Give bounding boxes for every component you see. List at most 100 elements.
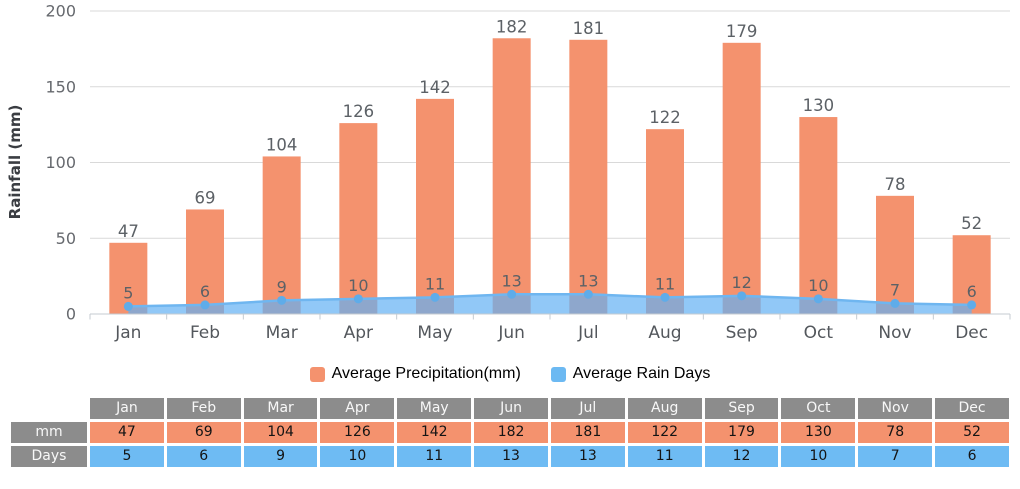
rain-days-point-Dec [967,300,977,310]
table-month-header: Feb [166,398,241,419]
rain-days-label: 6 [200,282,210,301]
bar-value-label: 179 [726,22,758,41]
rain-days-label: 13 [501,271,521,290]
rain-days-label: 10 [348,276,368,295]
bar-value-label: 130 [803,96,835,115]
table-value-cell: 69 [166,422,241,443]
bar-value-label: 47 [118,222,139,241]
rain-days-point-Aug [660,292,670,302]
month-tick-label: May [417,323,452,343]
table-value-cell: 182 [474,422,548,443]
legend-label-precipitation: Average Precipitation(mm) [331,365,521,382]
table-value-cell: 13 [474,446,548,467]
table-month-header: May [397,398,472,419]
bar-Jul [569,39,608,314]
table-month-header: Mar [243,398,318,419]
table-value-cell: 142 [397,422,472,443]
rain-days-point-Jan [123,301,133,311]
table-value-cell: 104 [243,422,318,443]
month-tick-label: Jun [497,323,525,343]
rain-days-area [123,289,977,314]
table-month-header: Oct [781,398,856,419]
y-tick-label: 150 [45,77,76,96]
bar-value-label: 142 [419,78,451,97]
table-month-header: Jun [474,398,548,419]
rain-days-swatch-icon [550,366,566,382]
chart-legend: Average Precipitation(mm) Average Rain D… [0,363,1020,385]
y-tick-label: 0 [66,305,76,324]
bar-Sep [722,42,761,314]
rain-days-point-Feb [200,300,210,310]
rain-days-label: 13 [578,271,598,290]
table-value-cell: 13 [550,446,625,467]
table-month-header: Jul [550,398,625,419]
table-month-header: Nov [858,398,933,419]
rain-days-point-Oct [813,294,823,304]
y-tick-label: 100 [45,153,76,172]
legend-item-precipitation[interactable]: Average Precipitation(mm) [309,365,521,383]
month-tick-label: Feb [190,323,220,343]
rain-days-label: 9 [277,277,287,296]
month-tick-label: Apr [344,323,373,343]
table-value-cell: 181 [550,422,625,443]
y-axis-title: Rainfall (mm) [6,105,24,220]
table-value-cell: 10 [320,446,395,467]
table-row-label: Days [11,446,87,467]
rain-days-point-Mar [277,295,287,305]
bar-value-label: 69 [195,188,216,207]
rain-days-point-Sep [737,291,747,301]
precipitation-bars [109,38,991,315]
month-tick-label: Oct [804,323,834,343]
table-value-cell: 7 [858,446,933,467]
table-value-cell: 130 [781,422,856,443]
rain-days-label: 11 [655,274,675,293]
table-row-label: mm [11,422,87,443]
bar-Nov [876,195,914,314]
rain-days-point-Jun [507,289,517,299]
rain-days-point-Apr [353,294,363,304]
rain-days-label: 7 [890,280,900,299]
rain-days-label: 6 [967,282,977,301]
bar-value-label: 181 [573,19,605,38]
table-corner-cell [11,398,87,419]
bar-value-label: 104 [266,135,298,154]
bar-Aug [646,129,684,314]
bar-value-label: 78 [885,175,906,194]
bar-May [416,98,454,315]
table-value-cell: 179 [704,422,779,443]
bar-Feb [186,209,224,314]
gridlines [90,10,1010,239]
rain-days-label: 11 [425,274,445,293]
table-month-header: Dec [935,398,1009,419]
rain-days-point-Jul [583,289,593,299]
month-tick-label: Sep [726,323,758,343]
legend-item-rain-days[interactable]: Average Rain Days [550,365,711,383]
table-value-cell: 9 [243,446,318,467]
legend-label-rain-days: Average Rain Days [572,365,711,382]
table-value-cell: 126 [320,422,395,443]
table-value-cell: 10 [781,446,856,467]
bar-value-label: 52 [961,214,982,233]
month-tick-label: Aug [648,323,681,343]
y-tick-label: 200 [45,2,76,21]
table-value-cell: 6 [935,446,1009,467]
table-month-header: Aug [627,398,702,419]
table-row-mm: mm 47 69 104 126 142 182 181 122 179 130 78 52 [11,422,1009,443]
bar-value-label: 122 [649,108,681,127]
table-value-cell: 78 [858,422,933,443]
rain-days-fill [128,294,972,314]
month-tick-label: Jul [577,323,599,343]
bar-Mar [262,156,301,314]
bar-Apr [339,123,378,314]
rain-days-label: 10 [808,276,828,295]
month-tick-label: Jan [114,323,141,343]
bar-value-label: 182 [496,17,528,36]
table-value-cell: 6 [166,446,241,467]
table-header-row: Jan Feb Mar Apr May Jun Jul Aug Sep Oct Nov Dec [11,398,1009,419]
month-tick-label: Dec [955,323,988,343]
precipitation-swatch-icon [309,366,325,382]
month-tick-label: Nov [878,323,911,343]
table-value-cell: 5 [90,446,164,467]
